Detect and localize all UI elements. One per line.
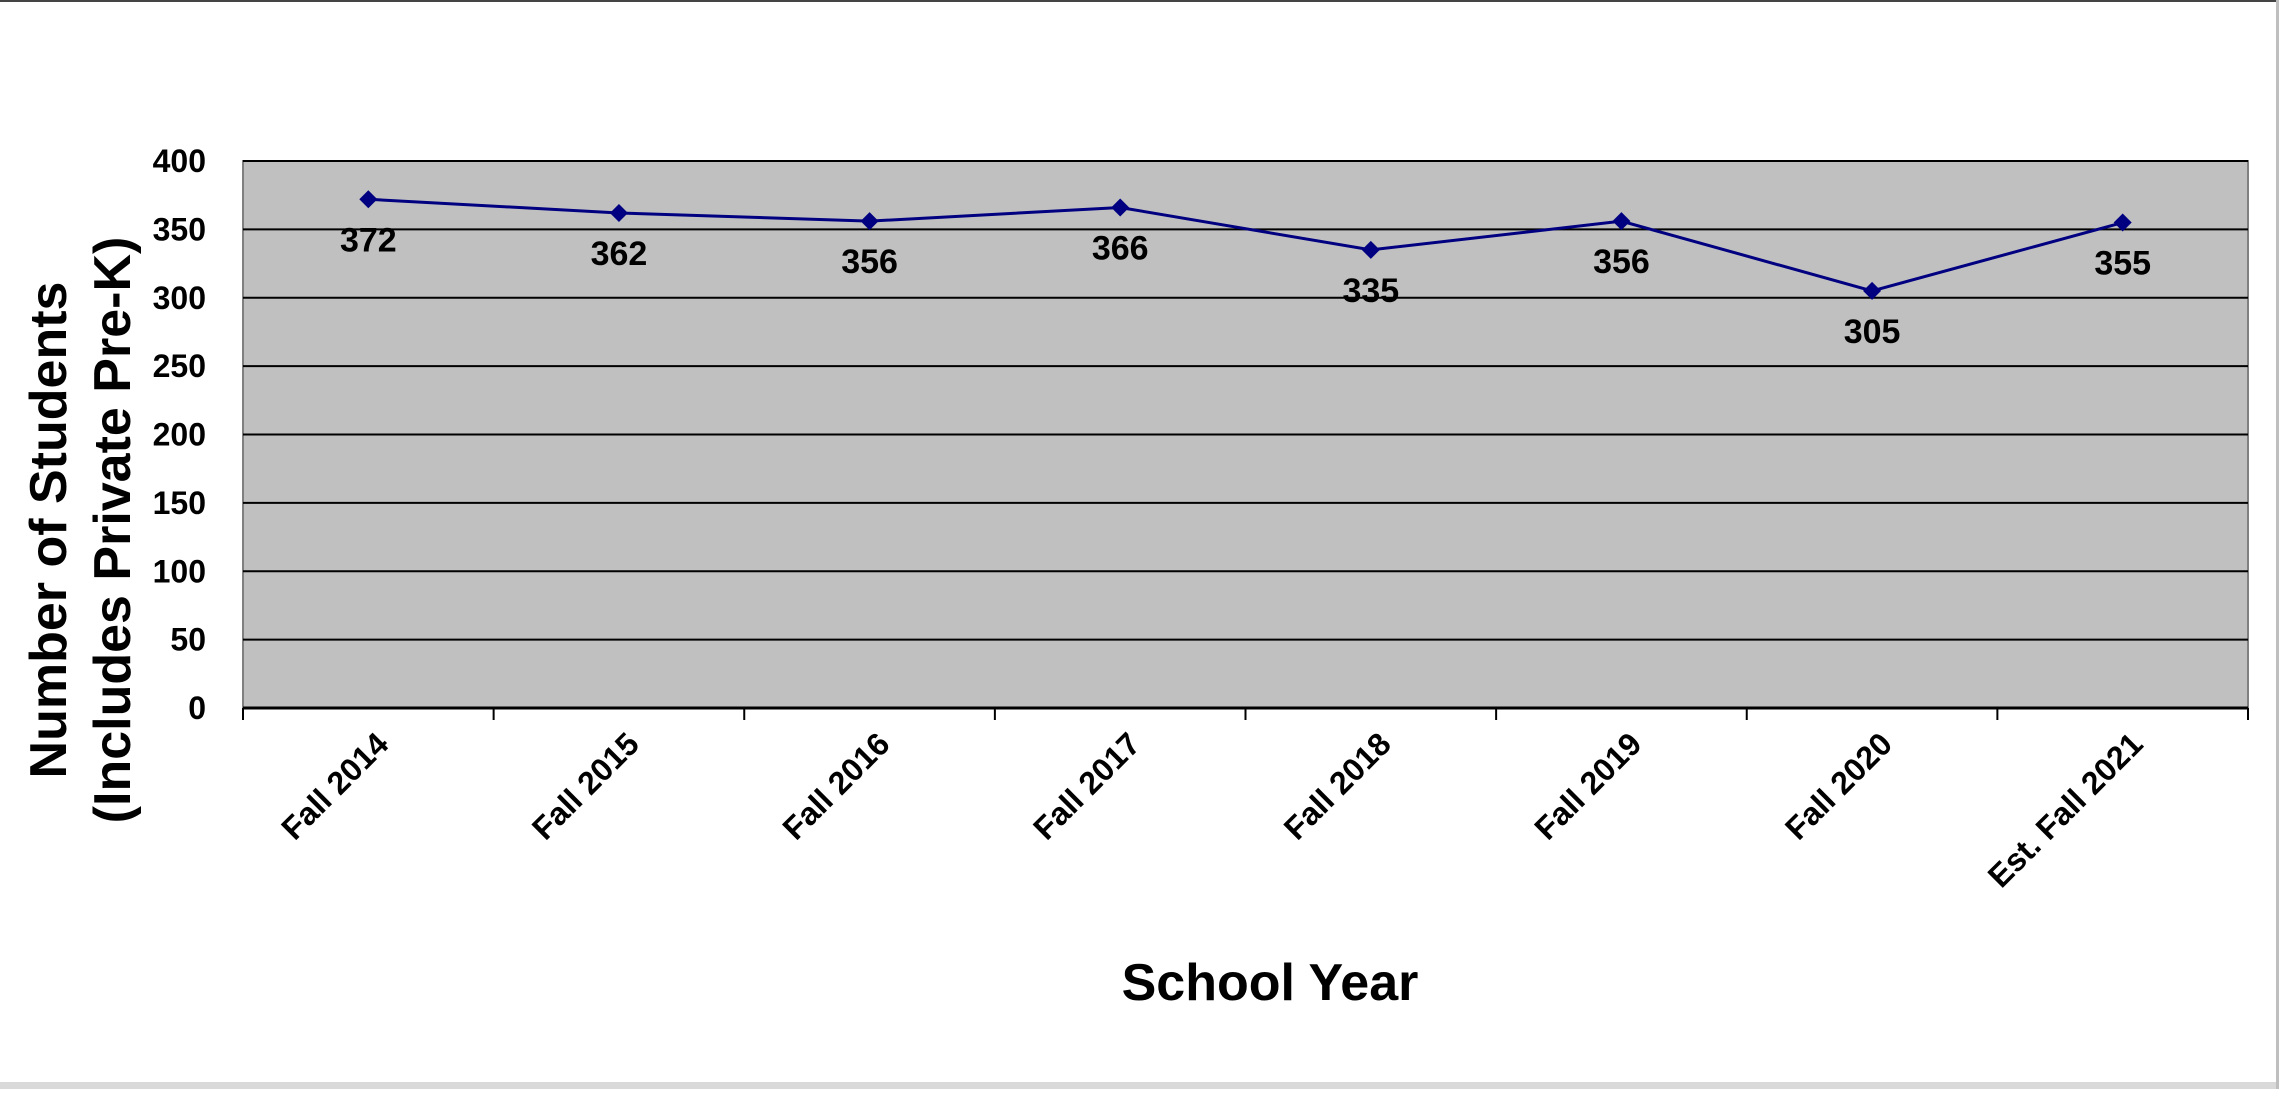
data-label: 362 (591, 235, 648, 273)
y-axis-title-line-1: Number of Students (20, 282, 78, 779)
data-point-marker (609, 203, 628, 222)
data-label: 305 (1844, 313, 1901, 351)
x-tick-label: Fall 2020 (1778, 725, 1899, 846)
right-border (2276, 0, 2279, 1089)
x-tick-label: Fall 2019 (1527, 725, 1648, 846)
y-tick-label: 100 (153, 553, 206, 589)
y-tick-label: 250 (153, 348, 206, 384)
data-label: 366 (1092, 229, 1149, 267)
x-tick-label: Fall 2015 (525, 725, 646, 846)
data-point-marker (860, 212, 879, 231)
axes (242, 706, 2249, 720)
data-point-marker (1361, 240, 1380, 259)
bottom-border (0, 1082, 2279, 1089)
series-enrollment (359, 190, 2132, 300)
y-tick-label: 150 (153, 485, 206, 521)
y-axis-tick-labels: 0 50 100 150 200 250 300 350 400 (153, 143, 206, 726)
data-label: 355 (2094, 245, 2151, 283)
data-point-marker (2113, 213, 2132, 232)
data-point-marker (1863, 281, 1882, 300)
data-label: 372 (340, 221, 397, 259)
data-label: 356 (841, 243, 898, 281)
gridlines (243, 160, 2248, 641)
data-labels: 372 362 356 366 335 356 305 355 (340, 221, 2151, 351)
x-tick-label: Fall 2016 (775, 725, 896, 846)
y-axis-title-line-2: (Includes Private Pre-K) (84, 237, 142, 824)
data-label: 335 (1342, 272, 1399, 310)
x-axis-tick-labels: Fall 2014 Fall 2015 Fall 2016 Fall 2017 Fall… (274, 725, 2149, 894)
data-point-marker (1111, 198, 1130, 217)
x-tick-label: Fall 2017 (1026, 725, 1147, 846)
y-tick-label: 200 (153, 417, 206, 453)
y-tick-label: 300 (153, 280, 206, 316)
x-tick-label: Fall 2014 (274, 725, 395, 846)
x-tick-label: Est. Fall 2021 (1981, 725, 2150, 894)
data-point-marker (359, 190, 378, 209)
y-tick-label: 350 (153, 211, 206, 247)
series-line (368, 197, 2124, 293)
y-tick-label: 0 (188, 690, 206, 726)
x-tick-label: Fall 2018 (1277, 725, 1398, 846)
data-point-marker (1612, 212, 1631, 231)
y-tick-label: 400 (153, 143, 206, 179)
y-tick-label: 50 (170, 622, 206, 658)
data-label: 356 (1593, 243, 1650, 281)
y-axis-title: Number of Students (Includes Private Pre… (20, 237, 142, 824)
x-axis-title: School Year (1122, 954, 1419, 1012)
